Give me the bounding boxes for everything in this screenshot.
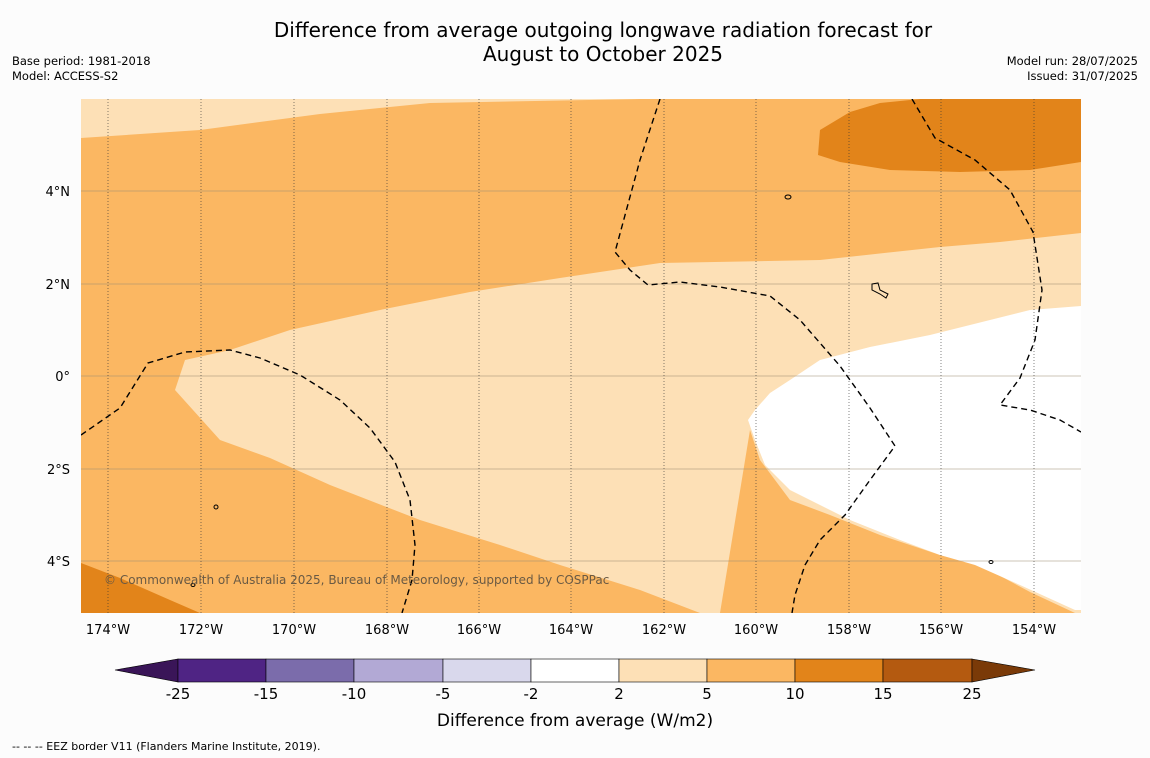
colorbar-segment — [353, 658, 444, 683]
islands — [190, 194, 994, 587]
lat-label: 0° — [55, 370, 70, 385]
colorbar-segment — [794, 658, 884, 683]
island — [784, 194, 792, 200]
lat-label: 2°S — [47, 463, 70, 478]
meta-left: Base period: 1981-2018 Model: ACCESS-S2 — [12, 54, 151, 84]
colorbar: -25 -15 -10 -5 -2 2 5 10 15 25 Differenc… — [114, 658, 1036, 731]
colorbar-segment — [442, 658, 532, 683]
map-area: © Commonwealth of Australia 2025, Bureau… — [81, 99, 1081, 613]
meta-right: Model run: 28/07/2025 Issued: 31/07/2025 — [1007, 54, 1138, 84]
colorbar-segment — [882, 658, 973, 683]
model-run: Model run: 28/07/2025 — [1006, 54, 1138, 68]
colorbar-segment — [177, 658, 267, 683]
lat-label: 2°N — [46, 278, 71, 293]
colorbar-segment — [706, 658, 796, 683]
lon-label: 172°W — [179, 623, 223, 638]
colorbar-title: Difference from average (W/m2) — [437, 711, 713, 731]
region-10-15-southwest — [81, 563, 200, 613]
colorbar-tick: 10 — [785, 685, 804, 703]
colorbar-segment — [265, 658, 355, 683]
colorbar-tick: 15 — [873, 685, 892, 703]
colorbar-tick: 2 — [614, 685, 624, 703]
lon-label: 168°W — [365, 623, 409, 638]
island — [988, 560, 994, 564]
colorbar-tick: -2 — [524, 685, 539, 703]
lon-label: 158°W — [827, 623, 871, 638]
eez-border-central — [614, 99, 896, 613]
island — [871, 282, 889, 299]
region-10-15-northeast — [818, 99, 1081, 172]
footer-note: -- -- -- EEZ border V11 (Flanders Marine… — [12, 740, 321, 753]
colorbar-tick: -5 — [436, 685, 451, 703]
chart-title: Difference from average outgoing longwav… — [200, 18, 1006, 66]
lon-label: 156°W — [919, 623, 963, 638]
lon-label: 166°W — [457, 623, 501, 638]
colorbar-tick: -15 — [254, 685, 279, 703]
model-name: Model: ACCESS-S2 — [12, 69, 119, 83]
lat-label: 4°S — [47, 555, 70, 570]
region-2-5-north — [81, 99, 1081, 138]
island — [190, 583, 196, 587]
colorbar-tick: -10 — [342, 685, 367, 703]
lon-labels: 174°W 172°W 170°W 168°W 166°W 164°W 162°… — [86, 623, 1056, 638]
colorbar-tick: -25 — [166, 685, 191, 703]
lon-label: 162°W — [642, 623, 686, 638]
issued-date: Issued: 31/07/2025 — [1027, 69, 1138, 83]
eez-border-west — [81, 349, 416, 613]
colorbar-segment — [618, 658, 708, 683]
title-line-2: August to October 2025 — [482, 42, 724, 66]
lon-label: 160°W — [734, 623, 778, 638]
gridlines — [81, 99, 1081, 613]
lon-label: 170°W — [272, 623, 316, 638]
colorbar-tick: 5 — [702, 685, 712, 703]
colorbar-tick: 25 — [962, 685, 981, 703]
lat-label: 4°N — [46, 185, 71, 200]
island — [213, 504, 219, 510]
eez-border-east — [911, 99, 1081, 433]
copyright-text: © Commonwealth of Australia 2025, Bureau… — [104, 573, 609, 587]
title-line-1: Difference from average outgoing longwav… — [273, 18, 933, 42]
colorbar-segment — [530, 658, 620, 683]
lon-label: 154°W — [1012, 623, 1056, 638]
colorbar-extend-low — [114, 658, 179, 683]
lon-label: 174°W — [86, 623, 130, 638]
eez-borders — [81, 99, 1081, 613]
region-minus2-2 — [748, 306, 1081, 610]
colorbar-extend-high — [971, 658, 1036, 683]
lon-label: 164°W — [549, 623, 593, 638]
lat-labels: 4°N 2°N 0° 2°S 4°S — [46, 185, 71, 570]
base-period: Base period: 1981-2018 — [12, 54, 151, 68]
